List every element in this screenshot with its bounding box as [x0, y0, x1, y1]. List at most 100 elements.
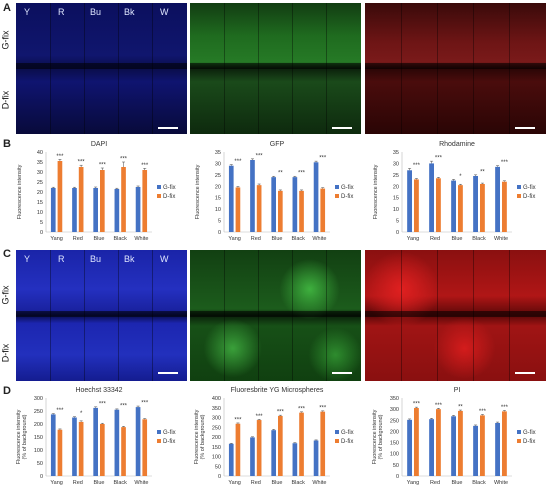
- y-tick-label: 50: [393, 463, 399, 469]
- x-tick-label: Yang: [407, 236, 419, 242]
- bar-gfix: [93, 188, 98, 232]
- bar-gfix: [271, 430, 276, 476]
- y-tick-label: 10: [215, 207, 221, 213]
- bar-dfix: [414, 179, 419, 232]
- y-tick-label: 50: [37, 461, 43, 467]
- bar-dfix: [121, 167, 126, 232]
- pi-image-c: [365, 250, 546, 381]
- y-tick-label: 100: [212, 455, 221, 461]
- bar-gfix: [407, 419, 412, 476]
- significance-label: ***: [256, 153, 264, 159]
- panel-label-a: A: [3, 2, 11, 14]
- col-label-r-c: R: [58, 254, 65, 264]
- bar-dfix: [458, 185, 463, 232]
- panel-label-b: B: [3, 138, 11, 150]
- significance-label: ***: [435, 156, 443, 162]
- bar-gfix: [250, 160, 255, 232]
- bar-dfix: [480, 184, 485, 232]
- chart-title: GFP: [270, 141, 285, 148]
- chart-svg: Fluoresbrite YG Microspheres Fluorescence…: [194, 387, 354, 486]
- dapi-image-a: Y R Bu Bk W: [16, 3, 187, 134]
- chart-title: Hoechst 33342: [75, 387, 122, 394]
- x-tick-label: Red: [73, 480, 83, 486]
- significance-label: ***: [120, 403, 128, 409]
- chart-svg: PI Fluorescence intensity(% of background…: [372, 387, 536, 486]
- significance-label: ***: [141, 401, 149, 407]
- significance-label: ***: [141, 163, 149, 169]
- significance-label: ***: [78, 160, 86, 166]
- bar-gfix: [50, 188, 56, 232]
- x-tick-label: Black: [291, 236, 305, 242]
- y-axis-label: Fluorescence intensity(% of background): [16, 409, 28, 464]
- y-tick-label: 250: [390, 418, 399, 424]
- significance-label: ***: [234, 417, 242, 423]
- bar-dfix: [458, 410, 463, 476]
- legend-swatch: [517, 194, 521, 198]
- y-tick-label: 300: [212, 416, 221, 422]
- y-tick-label: 150: [34, 435, 43, 441]
- x-tick-label: Black: [472, 480, 486, 486]
- bar-gfix: [429, 163, 434, 232]
- bar-dfix: [256, 420, 262, 476]
- x-tick-label: Black: [291, 480, 305, 486]
- x-tick-label: Black: [113, 236, 127, 242]
- x-tick-label: Red: [430, 236, 440, 242]
- bar-gfix: [473, 425, 478, 476]
- x-tick-label: Yang: [50, 480, 62, 486]
- x-tick-label: Blue: [271, 236, 282, 242]
- y-tick-label: 35: [215, 150, 221, 156]
- col-label-y-c: Y: [24, 254, 31, 264]
- col-label-bu-a: Bu: [90, 7, 102, 17]
- scale-bar: [158, 127, 178, 129]
- significance-label: ***: [413, 163, 421, 169]
- significance-label: **: [458, 405, 463, 411]
- bar-dfix: [100, 424, 105, 476]
- bar-gfix: [72, 417, 77, 476]
- chart-title: DAPI: [91, 141, 107, 148]
- bar-gfix: [114, 409, 120, 476]
- scale-bar: [515, 372, 535, 374]
- significance-label: ***: [56, 408, 64, 414]
- bar-dfix: [78, 167, 84, 232]
- col-label-bu-c: Bu: [90, 254, 102, 264]
- bar-gfix: [135, 187, 141, 232]
- x-tick-label: Blue: [451, 480, 462, 486]
- bar-gfix: [135, 407, 141, 476]
- scale-bar: [332, 372, 352, 374]
- significance-label: **: [278, 171, 283, 177]
- x-tick-label: Red: [430, 480, 440, 486]
- bar-gfix: [451, 416, 456, 476]
- row-label-dfix-a: D-fix: [0, 90, 11, 110]
- bar-gfix: [495, 422, 500, 476]
- chart-svg: GFP Fluorescence intensity 0 5 10 15 20 25 30 35 *…: [195, 141, 354, 242]
- y-tick-label: 0: [396, 474, 399, 480]
- significance-label: ***: [413, 402, 421, 408]
- chart-title: Rhodamine: [439, 141, 475, 148]
- y-tick-label: 10: [37, 210, 43, 216]
- significance-label: ***: [56, 154, 64, 160]
- bar-gfix: [313, 162, 319, 232]
- y-tick-label: 150: [212, 445, 221, 451]
- y-tick-label: 250: [212, 425, 221, 431]
- bar-gfix: [473, 176, 478, 232]
- y-axis-label: Fluorescence intensity(% of background): [372, 409, 384, 464]
- bar-gfix: [292, 443, 298, 476]
- x-tick-label: Black: [113, 480, 127, 486]
- legend-swatch: [335, 430, 339, 434]
- y-tick-label: 35: [37, 160, 43, 166]
- bar-gfix: [114, 189, 120, 232]
- x-tick-label: Yang: [228, 236, 240, 242]
- col-label-y-a: Y: [24, 7, 31, 17]
- y-tick-label: 150: [390, 441, 399, 447]
- y-tick-label: 15: [215, 196, 221, 202]
- bar-gfix: [407, 170, 412, 232]
- legend-label: G-fix: [163, 430, 176, 436]
- x-tick-label: Black: [472, 236, 486, 242]
- bar-dfix: [299, 412, 304, 476]
- significance-label: ***: [99, 401, 107, 407]
- bar-dfix: [278, 190, 283, 232]
- y-tick-label: 0: [218, 474, 221, 480]
- legend-label: D-fix: [523, 194, 535, 200]
- y-tick-label: 200: [212, 435, 221, 441]
- col-label-r-a: R: [58, 7, 65, 17]
